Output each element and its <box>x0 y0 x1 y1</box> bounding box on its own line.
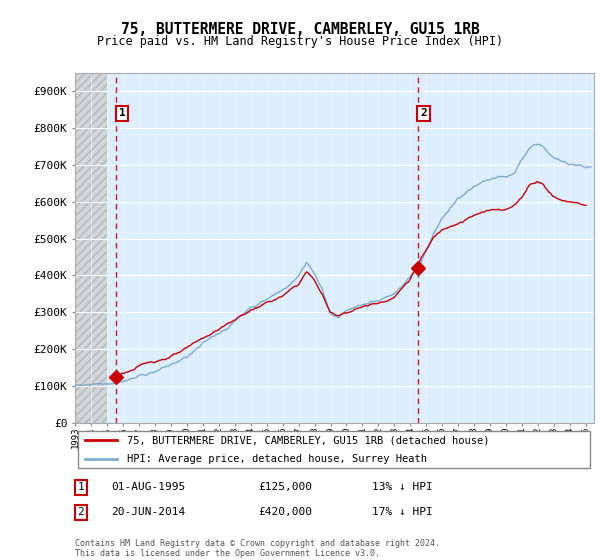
Text: Contains HM Land Registry data © Crown copyright and database right 2024.
This d: Contains HM Land Registry data © Crown c… <box>75 539 440 558</box>
Text: 20-JUN-2014: 20-JUN-2014 <box>111 507 185 517</box>
Text: 17% ↓ HPI: 17% ↓ HPI <box>372 507 433 517</box>
Text: £420,000: £420,000 <box>258 507 312 517</box>
Text: 13% ↓ HPI: 13% ↓ HPI <box>372 482 433 492</box>
Text: 2: 2 <box>420 108 427 118</box>
Text: 2: 2 <box>77 507 85 517</box>
Text: 75, BUTTERMERE DRIVE, CAMBERLEY, GU15 1RB: 75, BUTTERMERE DRIVE, CAMBERLEY, GU15 1R… <box>121 22 479 38</box>
Text: HPI: Average price, detached house, Surrey Heath: HPI: Average price, detached house, Surr… <box>127 454 427 464</box>
Text: 1: 1 <box>119 108 125 118</box>
Text: £125,000: £125,000 <box>258 482 312 492</box>
Text: Price paid vs. HM Land Registry's House Price Index (HPI): Price paid vs. HM Land Registry's House … <box>97 35 503 48</box>
FancyBboxPatch shape <box>77 431 590 468</box>
Text: 75, BUTTERMERE DRIVE, CAMBERLEY, GU15 1RB (detached house): 75, BUTTERMERE DRIVE, CAMBERLEY, GU15 1R… <box>127 435 490 445</box>
Text: 01-AUG-1995: 01-AUG-1995 <box>111 482 185 492</box>
Text: 1: 1 <box>77 482 85 492</box>
